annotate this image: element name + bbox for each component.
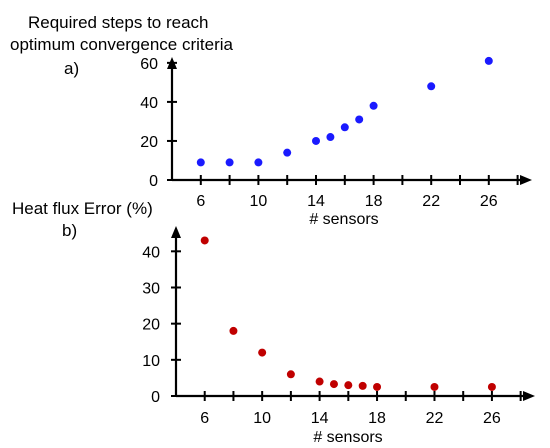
panel-a-data-point (326, 133, 335, 142)
panel-a-data-point (340, 123, 349, 132)
panel-b-label: b) (62, 221, 77, 240)
panel-a-x-tick-label: 18 (365, 193, 383, 210)
panel-b-title: Heat flux Error (%) (12, 199, 153, 218)
panel-a-data-point (225, 158, 234, 167)
panel-a-data-point (484, 56, 493, 65)
panel-b-x-axis-label: # sensors (313, 429, 382, 446)
panel-a-data-point (283, 148, 292, 157)
panel-a-x-tick-label: 6 (196, 193, 205, 210)
panel-a-x-axis-arrow (520, 175, 532, 185)
panel-a-y-tick-label: 0 (149, 173, 158, 190)
panel-a-data-point (312, 136, 320, 145)
panel-b-data-point (329, 380, 338, 389)
panel-b-y-tick-label: 20 (142, 317, 160, 334)
panel-a-data-point (355, 115, 364, 124)
panel-b-data-point (487, 382, 496, 391)
panel-b-x-tick-label: 18 (368, 410, 386, 427)
panel-b-x-tick-label: 6 (200, 410, 209, 427)
panel-a-x-tick-label: 22 (422, 193, 440, 210)
panel-b-y-tick-label: 30 (142, 280, 160, 297)
panel-b: Heat flux Error (%) b) # sensors 6 10 14 18… (12, 199, 535, 446)
panel-a-y-tick-label: 40 (140, 95, 158, 112)
panel-b-y-tick-label: 40 (142, 244, 160, 261)
panel-a-title-line-1: Required steps to reach (28, 13, 209, 32)
panel-a-data-point (196, 158, 205, 167)
panel-b-data-point (286, 370, 295, 379)
panel-a-x-tick-label: 14 (307, 193, 325, 210)
panel-b-data-point (229, 326, 238, 335)
panel-b-x-axis-arrow (523, 391, 535, 401)
panel-a: Required steps to reach optimum converge… (10, 13, 532, 228)
panel-b-y-axis-arrow (171, 226, 181, 238)
panel-a-label: a) (64, 59, 79, 78)
panel-b-data-point (258, 348, 267, 357)
panel-b-y-tick-label: 0 (151, 389, 160, 406)
panel-a-y-tick-label: 60 (140, 56, 158, 73)
panel-a-x-tick-label: 26 (480, 193, 498, 210)
panel-a-x-tick-label: 10 (250, 193, 268, 210)
panel-a-data-point (254, 158, 263, 167)
panel-a-title-line-2: optimum convergence criteria (10, 35, 234, 54)
panel-b-data-point (200, 236, 209, 245)
panel-a-data-point (427, 82, 436, 91)
panel-b-data-point (430, 382, 439, 391)
panel-b-data-point (358, 381, 367, 390)
panel-b-data-point (344, 381, 353, 390)
panel-b-x-tick-label: 26 (483, 410, 501, 427)
panel-a-x-axis-label: # sensors (309, 211, 378, 228)
panel-a-y-tick-label: 20 (140, 134, 158, 151)
panel-b-x-tick-label: 10 (253, 410, 271, 427)
panel-b-x-tick-label: 14 (311, 410, 329, 427)
panel-b-y-tick-label: 10 (142, 353, 160, 370)
panel-a-data-point (369, 101, 378, 110)
panel-b-x-tick-label: 22 (426, 410, 444, 427)
panel-b-data-point (315, 377, 324, 386)
panel-b-data-point (373, 382, 382, 391)
